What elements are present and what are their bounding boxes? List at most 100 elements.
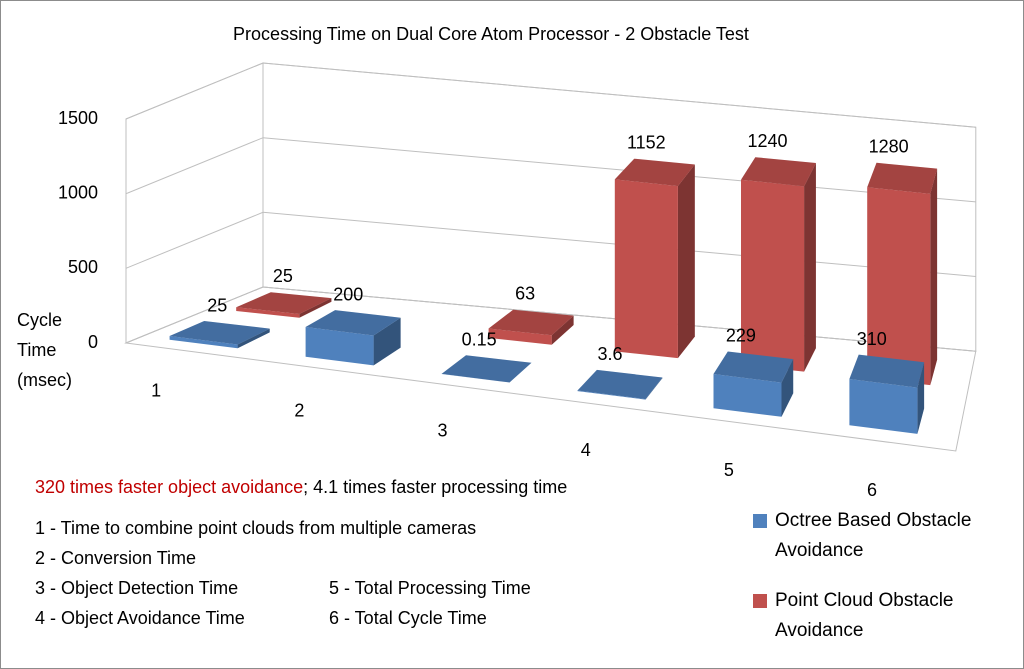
- bar: [614, 158, 695, 359]
- data-label: 63: [515, 284, 535, 304]
- bar-side: [804, 163, 816, 372]
- bar-front: [849, 379, 918, 434]
- bar-side-shade: [930, 168, 938, 386]
- bar: [441, 355, 532, 383]
- bar-side-shade: [551, 315, 574, 345]
- note: 2 - Conversion Time: [35, 548, 196, 568]
- bar-front: [614, 179, 678, 359]
- legend-label: Point Cloud Obstacle Avoidance: [775, 590, 954, 641]
- bar: [577, 369, 663, 400]
- bar-top-shade: [169, 321, 270, 345]
- annotation-text: ; 4.1 times faster processing time: [303, 477, 567, 497]
- bar-front: [713, 374, 782, 417]
- bar-top-shade: [305, 310, 401, 336]
- bar: [741, 157, 816, 372]
- bar-side: [930, 168, 938, 386]
- x-tick-label: 6: [867, 480, 877, 500]
- bar: [713, 351, 794, 417]
- x-tick-label: 5: [724, 460, 734, 480]
- data-label: 25: [273, 266, 293, 286]
- bar-front: [867, 187, 931, 386]
- bar-side-shade: [299, 298, 332, 318]
- note: 4 - Object Avoidance Time: [35, 608, 245, 628]
- side-wall: [125, 62, 264, 344]
- bar-side: [373, 317, 401, 366]
- annotation-highlight: 320 times faster object avoidance: [35, 477, 303, 497]
- bar-top: [849, 354, 925, 388]
- bar-top: [169, 321, 270, 345]
- y-tick-label: 1500: [58, 108, 98, 128]
- data-label: 25: [207, 295, 227, 315]
- data-label: 1152: [627, 133, 666, 153]
- bar-top: [488, 309, 574, 336]
- bar-side: [551, 315, 574, 345]
- bar-side-shade: [781, 359, 794, 417]
- bar-top-shade: [713, 351, 794, 383]
- bar-top-shade: [577, 369, 663, 400]
- bar-side: [917, 362, 925, 434]
- annotation: 320 times faster object avoidance; 4.1 t…: [35, 477, 567, 497]
- bar-front: [488, 328, 552, 345]
- bar-top-shade: [849, 354, 925, 388]
- grid-line: [125, 286, 976, 352]
- bar-top: [441, 355, 532, 383]
- bar-top-shade: [867, 162, 938, 194]
- data-label: 0.15: [462, 329, 497, 349]
- note: 6 - Total Cycle Time: [329, 608, 487, 628]
- data-label: 1240: [747, 131, 787, 151]
- bar-side: [677, 164, 695, 359]
- bar-front: [169, 336, 238, 349]
- data-label: 229: [726, 326, 756, 346]
- bar-top: [614, 158, 695, 187]
- bar-side-shade: [804, 163, 816, 372]
- bar-top: [236, 292, 332, 314]
- bar-side-shade: [237, 328, 270, 349]
- data-label: 200: [333, 284, 363, 304]
- grid-line: [125, 62, 976, 128]
- legend-label: Octree Based Obstacle Avoidance: [775, 510, 972, 561]
- bar-top: [713, 351, 794, 383]
- note: 3 - Object Detection Time: [35, 578, 238, 598]
- data-label: 310: [857, 329, 887, 349]
- data-label: 1280: [869, 137, 909, 157]
- bar-side-shade: [677, 164, 695, 359]
- chart-title: Processing Time on Dual Core Atom Proces…: [233, 24, 749, 44]
- bar: [236, 292, 332, 318]
- x-tick-label: 3: [438, 420, 448, 440]
- bar-side-shade: [645, 377, 663, 400]
- data-label: 3.6: [597, 344, 622, 364]
- x-tick-label: 4: [581, 440, 591, 460]
- y-axis-label: Cycle Time (msec): [17, 310, 72, 390]
- x-tick-label: 1: [151, 381, 161, 401]
- bar: [169, 321, 270, 349]
- note: 1 - Time to combine point clouds from mu…: [35, 518, 476, 538]
- bar: [488, 309, 574, 345]
- legend-swatch: [753, 594, 767, 608]
- bar-top: [577, 369, 663, 400]
- bar-front: [577, 390, 646, 400]
- bar-top-shade: [488, 309, 574, 336]
- bar-side: [645, 377, 663, 400]
- bar-side: [781, 359, 794, 417]
- grid-line: [125, 211, 976, 277]
- bar: [849, 354, 925, 434]
- x-tick-label: 2: [294, 400, 304, 420]
- legend-swatch: [753, 514, 767, 528]
- bar-top: [741, 157, 816, 187]
- bar-front: [741, 179, 805, 372]
- bar-top: [305, 310, 401, 336]
- bar-top: [867, 162, 938, 194]
- bar-side: [237, 328, 270, 349]
- bar-top-shade: [441, 355, 532, 383]
- bar-side-shade: [917, 362, 925, 434]
- bar-side: [299, 298, 332, 318]
- y-tick-label: 500: [68, 257, 98, 277]
- bar-side-shade: [373, 317, 401, 366]
- note: 5 - Total Processing Time: [329, 578, 531, 598]
- bar: [867, 162, 938, 386]
- bar-front: [236, 307, 300, 318]
- y-tick-label: 1000: [58, 182, 98, 202]
- grid-line: [125, 137, 976, 203]
